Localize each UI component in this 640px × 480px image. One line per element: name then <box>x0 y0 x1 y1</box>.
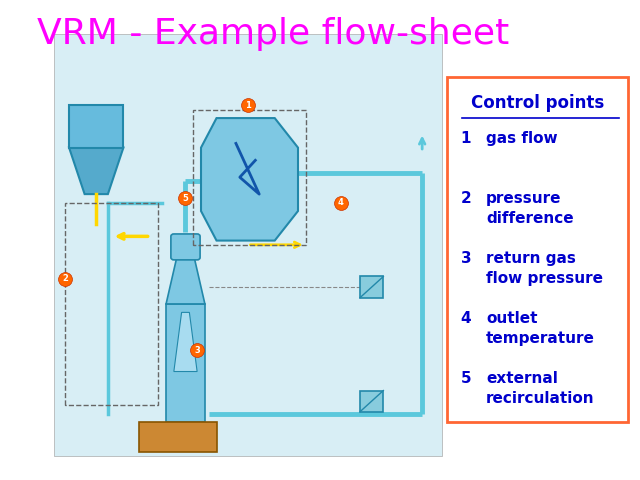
Text: Control points: Control points <box>471 94 604 112</box>
Text: pressure
difference: pressure difference <box>486 191 573 226</box>
FancyBboxPatch shape <box>171 234 200 260</box>
Text: 1: 1 <box>244 101 250 110</box>
FancyBboxPatch shape <box>360 276 383 298</box>
Text: 5: 5 <box>182 194 188 203</box>
Text: 4: 4 <box>338 198 344 207</box>
FancyBboxPatch shape <box>447 77 628 422</box>
Text: 4: 4 <box>461 311 471 326</box>
Text: 3: 3 <box>195 346 200 355</box>
Text: return gas
flow pressure: return gas flow pressure <box>486 251 603 286</box>
Text: VRM - Example flow-sheet: VRM - Example flow-sheet <box>36 17 509 50</box>
Polygon shape <box>69 148 124 194</box>
Text: 5: 5 <box>461 371 471 386</box>
Text: gas flow: gas flow <box>486 131 557 146</box>
FancyBboxPatch shape <box>360 391 383 412</box>
Polygon shape <box>166 253 205 304</box>
FancyBboxPatch shape <box>54 34 442 456</box>
Text: 3: 3 <box>461 251 471 266</box>
Text: external
recirculation: external recirculation <box>486 371 595 406</box>
Polygon shape <box>201 118 298 240</box>
FancyBboxPatch shape <box>69 106 124 148</box>
Polygon shape <box>174 312 197 372</box>
Text: outlet
temperature: outlet temperature <box>486 311 595 346</box>
Text: 1: 1 <box>461 131 471 146</box>
FancyBboxPatch shape <box>166 304 205 422</box>
Text: 2: 2 <box>461 191 471 206</box>
Text: 2: 2 <box>62 274 68 283</box>
FancyBboxPatch shape <box>139 422 216 452</box>
